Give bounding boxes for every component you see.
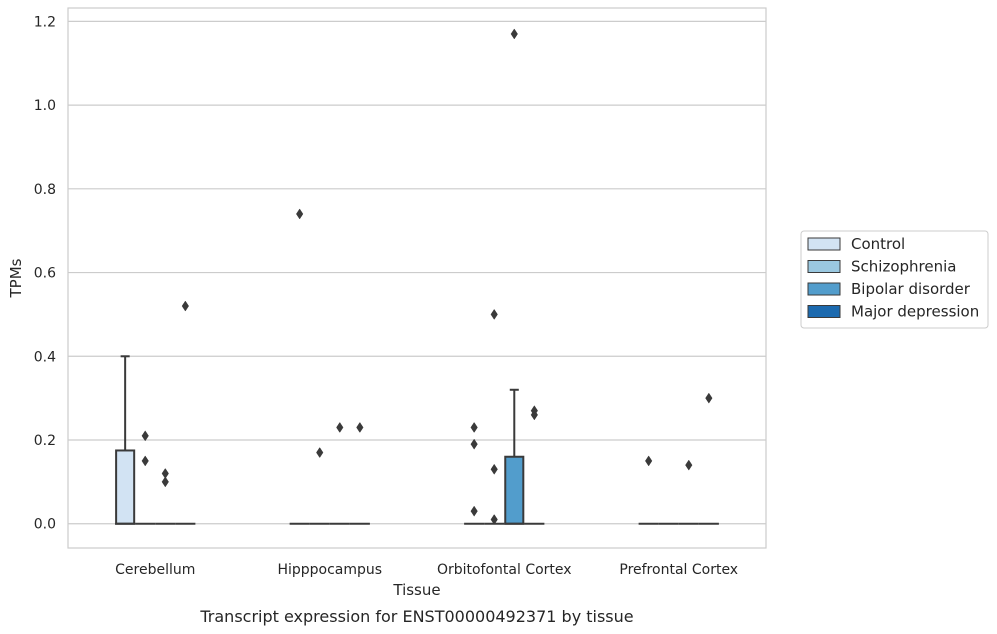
y-tick-label: 0.4	[34, 349, 56, 365]
y-tick-label: 0.8	[34, 182, 56, 198]
outlier-point	[470, 438, 478, 450]
box-major-depression	[698, 392, 719, 525]
outlier-point	[470, 505, 478, 517]
outlier-point	[490, 514, 498, 525]
box-bipolar-disorder	[155, 468, 176, 525]
legend-item: Major depression	[807, 303, 979, 321]
box-body	[504, 455, 525, 525]
box-series	[115, 28, 719, 525]
outlier-point	[141, 430, 149, 442]
box-body	[115, 449, 136, 525]
legend-swatch	[807, 237, 841, 251]
y-tick-label: 0.2	[34, 433, 56, 449]
legend-label: Schizophrenia	[851, 258, 956, 276]
x-tick-labels: Cerebellum Hipppocampus Orbitofontal Corte…	[115, 562, 738, 578]
y-tick-label: 1.2	[34, 14, 56, 30]
outlier-point	[336, 421, 344, 433]
outlier-point	[316, 447, 324, 459]
outlier-point	[356, 421, 364, 433]
box-control	[464, 421, 485, 525]
legend-label: Control	[851, 235, 905, 253]
box-major-depression	[349, 421, 370, 525]
legend-item: Schizophrenia	[807, 258, 956, 276]
outlier-point	[141, 455, 149, 467]
legend-item: Bipolar disorder	[807, 280, 971, 298]
outlier-point	[705, 392, 713, 404]
plot-border	[67, 7, 767, 549]
y-tick-label: 0.6	[34, 266, 56, 282]
outlier-point	[530, 405, 538, 417]
outlier-point	[490, 308, 498, 320]
x-tick-label: Orbitofontal Cortex	[437, 562, 572, 578]
legend: Control Schizophrenia Bipolar disorder Majo…	[800, 230, 989, 329]
legend-label: Major depression	[851, 303, 979, 321]
chart-caption: Transcript expression for ENST0000049237…	[199, 607, 633, 626]
outlier-point	[490, 463, 498, 475]
x-axis-title: Tissue	[392, 581, 440, 599]
y-axis-title: TPMs	[7, 258, 25, 298]
outlier-point	[685, 459, 693, 471]
box-bipolar-disorder	[329, 421, 350, 525]
x-tick-label: Cerebellum	[115, 562, 195, 578]
grid-lines	[68, 20, 766, 525]
legend-swatch	[807, 260, 841, 273]
box-bipolar-disorder	[504, 28, 525, 525]
outlier-point	[510, 28, 518, 40]
x-tick-label: Prefrontal Cortex	[619, 562, 738, 578]
box-control	[638, 455, 659, 525]
legend-swatch	[807, 305, 841, 318]
outlier-point	[181, 300, 189, 312]
box-control	[289, 208, 310, 525]
outlier-point	[470, 421, 478, 433]
outlier-point	[161, 468, 169, 479]
box-major-depression	[524, 405, 545, 525]
y-tick-label: 0.0	[34, 517, 56, 533]
box-schizophrenia	[484, 308, 505, 525]
y-tick-labels: 0.0 0.2 0.4 0.6 0.8 1.0 1.2	[34, 14, 56, 532]
box-schizophrenia	[309, 447, 330, 525]
box-bipolar-disorder	[678, 459, 699, 525]
plot-area	[68, 8, 766, 548]
box-control	[115, 355, 136, 525]
y-tick-label: 1.0	[34, 98, 56, 114]
outlier-point	[161, 476, 169, 488]
legend-frame	[800, 230, 989, 329]
box-major-depression	[175, 300, 196, 525]
legend-swatch	[807, 282, 841, 296]
legend-label: Bipolar disorder	[851, 280, 971, 298]
x-tick-label: Hipppocampus	[277, 562, 382, 578]
box-schizophrenia	[135, 430, 156, 525]
outlier-point	[645, 455, 653, 467]
outlier-point	[296, 208, 304, 220]
legend-item: Control	[807, 235, 905, 253]
